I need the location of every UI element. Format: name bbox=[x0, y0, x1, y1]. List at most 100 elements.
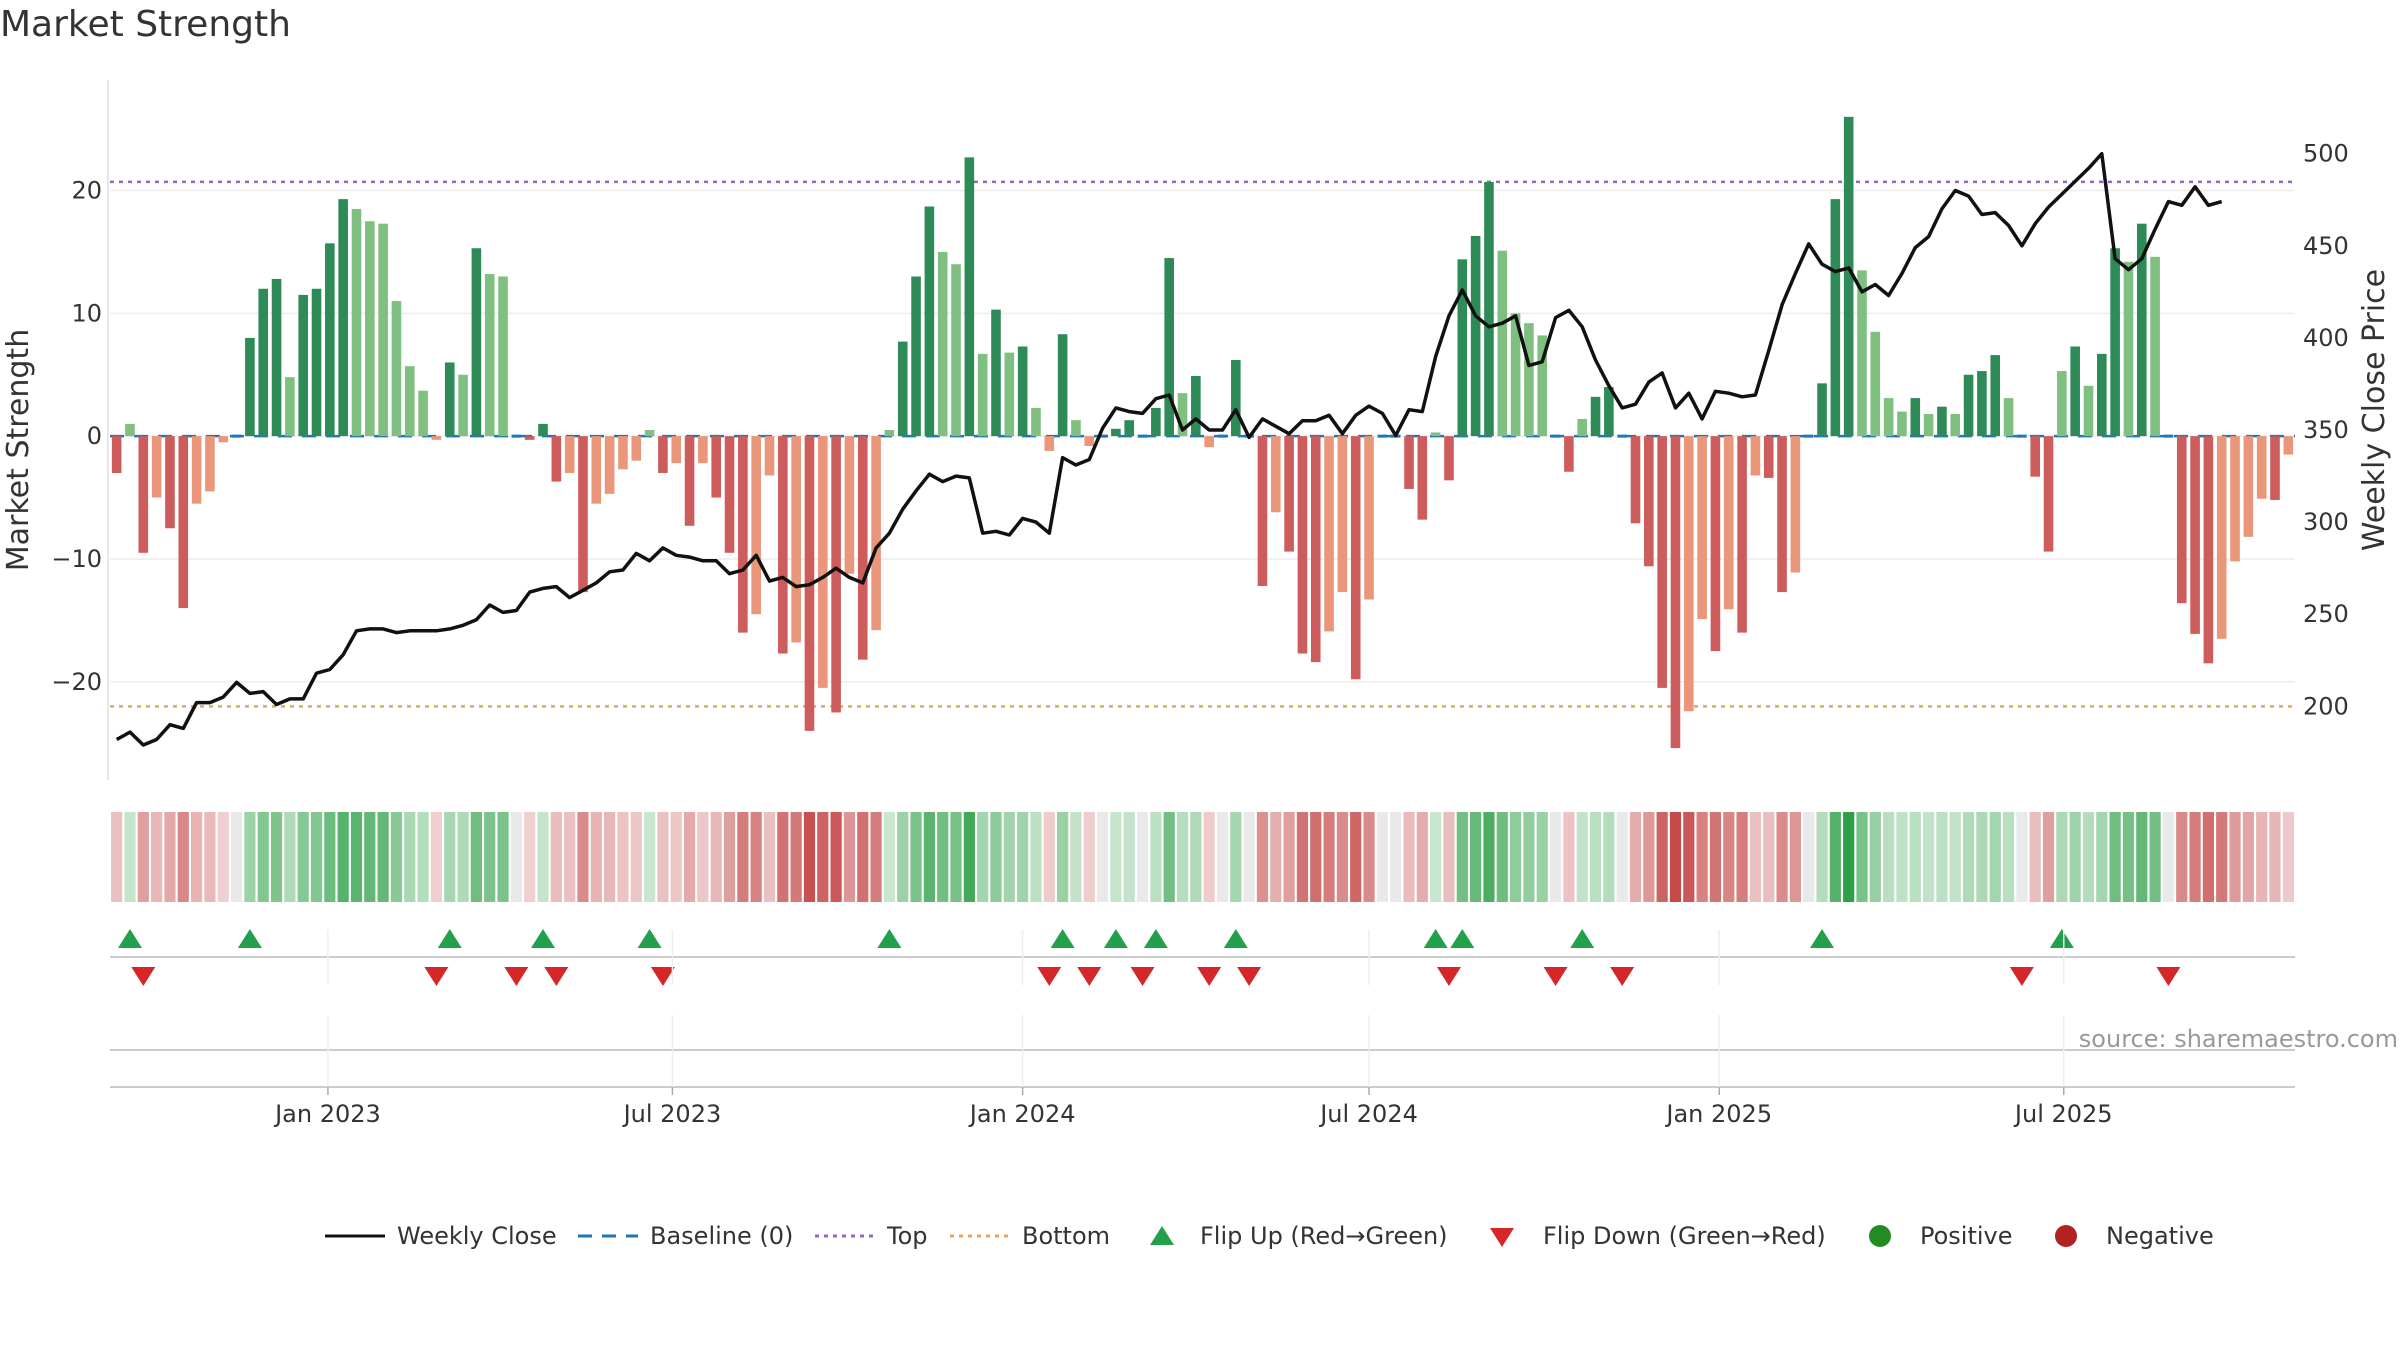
strength-bar bbox=[1310, 436, 1321, 663]
heat-cell bbox=[803, 812, 816, 902]
heat-cell bbox=[230, 812, 243, 902]
heat-cell bbox=[111, 812, 123, 902]
heat-cell bbox=[164, 812, 176, 902]
heat-cell bbox=[470, 812, 482, 902]
heat-cell bbox=[937, 812, 949, 902]
heat-cell bbox=[204, 812, 216, 902]
strength-bar bbox=[1763, 436, 1774, 478]
heat-cell bbox=[737, 812, 749, 902]
heat-cell bbox=[137, 812, 149, 902]
strength-bar bbox=[1337, 436, 1348, 593]
heat-cell bbox=[1296, 812, 1309, 902]
legend-label: Negative bbox=[2106, 1222, 2214, 1250]
heat-cell bbox=[484, 812, 496, 902]
flip-down-marker bbox=[1077, 967, 1102, 986]
x-tick-label: Jul 2025 bbox=[2013, 1100, 2113, 1128]
strength-bar bbox=[1430, 432, 1441, 437]
heat-cell bbox=[604, 812, 616, 902]
heat-cell bbox=[1976, 812, 1988, 902]
strength-bar bbox=[2230, 436, 2240, 562]
heat-cell bbox=[2282, 812, 2294, 902]
strength-bar bbox=[404, 366, 415, 437]
y2-tick-label: 300 bbox=[2303, 508, 2349, 536]
strength-bar bbox=[2270, 436, 2280, 500]
heat-cell bbox=[777, 812, 789, 902]
heat-cell bbox=[1776, 812, 1788, 902]
flip-up-marker bbox=[2049, 929, 2074, 948]
strength-bar bbox=[2176, 436, 2187, 604]
strength-bar bbox=[2163, 434, 2174, 438]
strength-bar bbox=[2070, 346, 2080, 437]
heat-cell bbox=[390, 812, 403, 902]
strength-bar bbox=[1297, 436, 1308, 654]
heat-cell bbox=[1643, 812, 1655, 902]
heat-cell bbox=[417, 812, 429, 902]
strength-bar bbox=[1950, 414, 1961, 437]
strength-bar bbox=[1031, 407, 1041, 437]
heat-cell bbox=[617, 812, 629, 902]
y2-tick-label: 500 bbox=[2303, 140, 2349, 168]
heat-cell bbox=[577, 812, 589, 902]
heat-cell bbox=[1483, 812, 1495, 902]
flip-up-marker bbox=[237, 929, 262, 948]
strength-bar bbox=[391, 301, 402, 437]
strength-bar bbox=[871, 436, 881, 631]
heat-cell bbox=[1563, 812, 1575, 902]
flip-down-marker bbox=[1130, 967, 1155, 986]
heat-cell bbox=[670, 812, 682, 902]
strength-bar bbox=[1057, 334, 1068, 437]
strength-bar bbox=[964, 157, 975, 437]
strength-bar bbox=[1750, 436, 1761, 476]
heat-cell bbox=[1616, 812, 1628, 902]
strength-bar bbox=[178, 436, 189, 609]
heat-cell bbox=[2189, 812, 2201, 902]
heat-cell bbox=[524, 812, 536, 902]
heat-cell bbox=[1003, 812, 1015, 902]
flip-down-marker bbox=[424, 967, 449, 986]
strength-bar bbox=[111, 436, 122, 473]
strength-bar bbox=[258, 288, 269, 437]
heat-cell bbox=[550, 812, 562, 902]
heat-cell bbox=[1696, 812, 1708, 902]
flip-down-marker bbox=[1037, 967, 1062, 986]
heat-cell bbox=[817, 812, 829, 902]
heat-cell bbox=[657, 812, 669, 902]
strength-bar bbox=[1870, 331, 1881, 437]
heat-cell bbox=[244, 812, 256, 902]
heat-cell bbox=[2162, 812, 2175, 902]
strength-bar bbox=[1204, 436, 1214, 448]
heat-cell bbox=[1589, 812, 1602, 902]
heat-cell bbox=[923, 812, 935, 902]
strength-bar bbox=[2190, 436, 2200, 634]
heat-cell bbox=[537, 812, 549, 902]
y-tick-label: 10 bbox=[71, 299, 102, 327]
heat-cell bbox=[364, 812, 376, 902]
strength-bar bbox=[1630, 436, 1641, 524]
heat-cell bbox=[310, 812, 323, 902]
heat-cell bbox=[1190, 812, 1202, 902]
heat-cell bbox=[497, 812, 509, 902]
flip-down-marker bbox=[504, 967, 529, 986]
heat-cell bbox=[1629, 812, 1642, 902]
flip-down-marker bbox=[2156, 967, 2181, 986]
heat-cell bbox=[1096, 812, 1109, 902]
legend-label: Top bbox=[886, 1222, 928, 1250]
strength-bar bbox=[1644, 436, 1654, 567]
flip-markers bbox=[110, 929, 2295, 986]
heat-cell bbox=[177, 812, 189, 902]
strength-bar bbox=[1710, 436, 1721, 652]
x-tick-label: Jul 2023 bbox=[622, 1100, 722, 1128]
legend-swatch bbox=[1150, 1226, 1174, 1245]
strength-bar bbox=[1737, 436, 1747, 633]
strength-bar bbox=[1350, 436, 1361, 680]
heat-cell bbox=[350, 812, 363, 902]
heat-cell bbox=[1896, 812, 1908, 902]
strength-bar bbox=[924, 206, 935, 437]
strength-bar bbox=[551, 436, 562, 482]
strength-bar bbox=[444, 362, 455, 437]
strength-bar bbox=[1830, 199, 1841, 437]
weekly-close-line bbox=[115, 151, 2223, 747]
strength-bar bbox=[1510, 313, 1521, 437]
heat-cell bbox=[377, 812, 389, 902]
flip-up-marker bbox=[437, 929, 462, 948]
